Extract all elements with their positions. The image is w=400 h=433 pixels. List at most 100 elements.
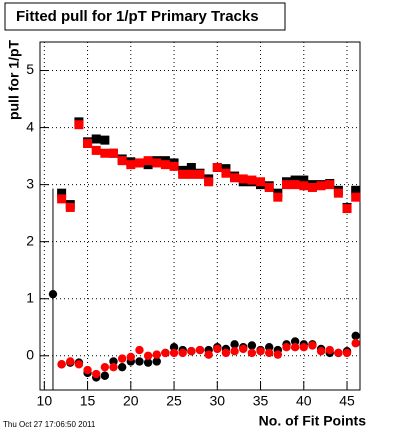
data-point: [230, 173, 240, 183]
data-point: [135, 357, 144, 366]
data-point: [239, 344, 248, 354]
data-point: [91, 145, 101, 155]
data-point: [273, 192, 283, 202]
data-point: [195, 345, 205, 355]
chart-title: Fitted pull for 1/pT Primary Tracks: [16, 8, 259, 25]
data-point: [109, 362, 118, 372]
y-tick-label: 5: [26, 61, 34, 77]
x-tick-label: 10: [37, 393, 53, 409]
data-point: [92, 369, 101, 379]
data-point: [74, 360, 84, 369]
x-axis-label: No. of Fit Points: [259, 413, 367, 429]
data-point: [351, 331, 360, 341]
x-tick-label: 20: [123, 393, 139, 409]
data-point: [221, 348, 231, 358]
data-point: [290, 343, 300, 352]
data-point: [117, 362, 127, 372]
data-point: [282, 343, 291, 352]
data-point: [100, 371, 110, 380]
data-point: [109, 148, 119, 158]
data-point: [342, 348, 352, 358]
data-point: [342, 204, 352, 214]
data-point: [316, 347, 326, 356]
data-point: [264, 348, 274, 358]
data-point: [57, 194, 67, 204]
data-point: [204, 350, 213, 359]
timestamp: Thu Oct 27 17:06:50 2011: [3, 420, 96, 429]
data-point: [247, 175, 257, 185]
data-point: [83, 365, 92, 375]
data-point: [186, 169, 196, 179]
data-point: [264, 182, 274, 192]
data-point: [57, 188, 67, 198]
data-point: [83, 139, 93, 149]
data-point: [143, 351, 153, 360]
data-point: [204, 177, 214, 187]
x-tick-label: 15: [80, 393, 96, 409]
data-point: [65, 202, 75, 212]
data-point: [333, 188, 343, 198]
data-point: [195, 169, 205, 179]
data-point: [143, 156, 153, 166]
data-point: [230, 347, 239, 356]
data-point: [100, 148, 110, 158]
data-point: [169, 348, 179, 358]
y-tick-label: 0: [26, 346, 34, 362]
data-point: [152, 357, 161, 366]
data-point: [281, 180, 291, 190]
data-point: [299, 343, 308, 352]
x-tick-label: 40: [296, 393, 312, 409]
data-point: [325, 180, 335, 190]
data-point: [126, 352, 136, 362]
title-box: [4, 2, 286, 31]
data-point: [117, 354, 127, 363]
y-tick-label: 4: [26, 118, 34, 134]
data-point: [160, 160, 170, 170]
data-point: [152, 350, 161, 359]
data-point: [290, 180, 300, 190]
y-tick-label: 1: [26, 289, 34, 305]
data-point: [57, 360, 66, 369]
data-point: [290, 175, 300, 185]
data-point: [74, 120, 84, 130]
data-point: [134, 158, 144, 168]
data-point: [169, 161, 179, 171]
x-tick-label: 35: [253, 393, 269, 409]
plot-frame: [39, 41, 361, 391]
data-point: [135, 345, 144, 355]
data-point: [187, 347, 196, 356]
data-point: [100, 135, 110, 145]
data-point: [316, 181, 326, 191]
x-tick-label: 25: [166, 393, 182, 409]
data-point: [256, 347, 265, 356]
data-point: [91, 134, 101, 144]
y-tick-label: 2: [26, 232, 34, 248]
x-tick-label: 45: [339, 393, 355, 409]
data-point: [230, 340, 239, 349]
data-point: [308, 341, 317, 350]
data-point: [186, 163, 196, 173]
data-point: [273, 350, 283, 359]
data-point: [161, 348, 170, 358]
data-point: [212, 163, 222, 173]
y-axis-label: pull for 1/pT: [6, 40, 22, 121]
data-point: [351, 192, 361, 202]
data-point: [66, 357, 75, 366]
data-point: [48, 289, 58, 299]
x-tick-label: 30: [210, 393, 226, 409]
data-point: [152, 158, 162, 168]
data-point: [117, 156, 127, 166]
data-point: [299, 175, 309, 185]
data-point: [178, 348, 187, 358]
data-point: [299, 181, 309, 191]
data-point: [334, 348, 343, 358]
y-tick-label: 3: [26, 175, 34, 191]
data-point: [351, 339, 360, 348]
data-point: [221, 164, 231, 174]
data-point: [126, 160, 136, 170]
data-point: [325, 345, 334, 355]
data-point: [307, 182, 317, 192]
data-point: [351, 185, 361, 195]
